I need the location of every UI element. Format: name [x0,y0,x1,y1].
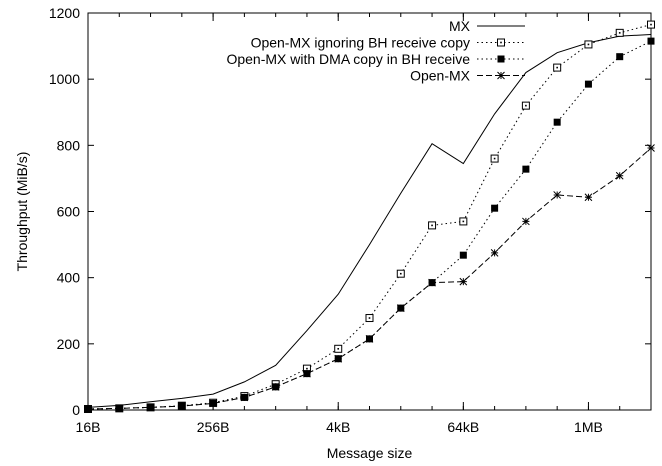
data-point [553,191,562,199]
data-point [647,144,655,152]
data-point [491,204,499,212]
data-point [616,53,624,61]
data-point [521,101,530,110]
data-point [490,154,499,163]
y-tick-label: 600 [57,204,81,220]
y-tick-label: 400 [57,270,81,286]
data-point [584,40,593,49]
legend-item-3: Open-MX with DMA copy in BH receive [226,51,525,67]
x-tick-label: 4kB [326,419,350,435]
data-point [584,193,593,202]
data-point [271,382,280,391]
y-axis-title: Throughput (MiB/s) [14,152,30,272]
x-tick-label: 64kB [447,419,479,435]
series-2 [84,20,655,414]
data-point [553,118,561,126]
data-point [334,354,343,363]
legend-marker [497,38,505,47]
y-tick-label: 0 [72,402,80,418]
legend-marker [497,55,505,63]
series-3 [84,37,655,413]
x-axis-title: Message size [327,445,413,461]
data-point [428,221,437,230]
data-point [396,304,405,312]
data-point [146,403,155,412]
legend-marker [497,71,505,80]
legend-item-4: Open-MX [410,68,525,84]
data-point [490,249,499,257]
data-point [365,314,374,323]
data-point [615,28,624,37]
data-point [584,80,592,88]
legend-item-2: Open-MX ignoring BH receive copy [251,35,525,51]
plot-frame [87,12,652,411]
data-point [396,269,405,278]
series-1 [87,34,652,408]
legend-label: Open-MX with DMA copy in BH receive [226,51,470,67]
data-point [522,217,530,226]
x-tick-label: 16B [76,419,101,435]
data-point [84,405,92,413]
data-point [334,344,343,353]
y-tick-label: 800 [57,137,81,153]
data-point [177,402,186,410]
data-point [428,278,436,287]
data-point [459,277,468,286]
series-4 [84,144,655,413]
data-point [459,251,467,259]
y-tick-label: 200 [57,336,81,352]
series-layer [84,20,655,414]
data-point [365,335,374,343]
legend-label: MX [449,18,471,34]
x-tick-label: 1MB [574,419,603,435]
legend-label: Open-MX [410,68,471,84]
series-line [87,40,652,410]
y-tick-label: 1000 [49,71,80,87]
legend-label: Open-MX ignoring BH receive copy [251,35,470,51]
data-point [522,165,530,173]
data-point [647,37,655,45]
data-point [647,20,655,29]
series-line [87,34,652,408]
data-point [115,404,124,413]
axes: 0 200 400 600 800 1000 1200 16B 256B 4kB 64kB 1MB [49,5,652,435]
data-point [615,171,624,180]
data-point [303,369,311,378]
series-line [87,147,652,410]
legend-item-1: MX [449,18,525,34]
data-point [209,399,217,408]
x-tick-label: 256B [197,419,230,435]
data-point [459,217,468,226]
y-tick-label: 1200 [49,5,80,21]
data-point [240,393,249,402]
data-point [553,63,562,72]
series-line [87,24,652,410]
